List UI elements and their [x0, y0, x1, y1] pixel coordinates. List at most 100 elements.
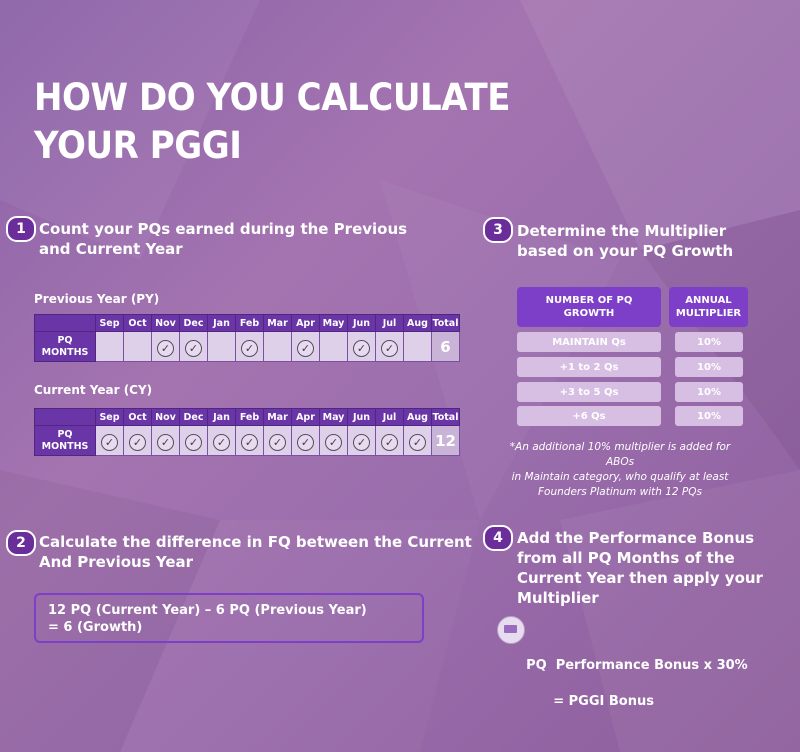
total-cell: 12	[431, 425, 460, 456]
step-4-line-4: Multiplier	[517, 589, 599, 607]
month-header-aug: Aug	[403, 314, 432, 332]
step-1-badge: 1	[6, 216, 36, 242]
step-4-line-1: Add the Performance Bonus	[517, 529, 755, 547]
month-cell-jan	[207, 331, 236, 362]
month-header-mar: Mar	[263, 408, 292, 426]
month-header-jul: Jul	[375, 314, 404, 332]
month-header-mar: Mar	[263, 314, 292, 332]
check-icon: ✓	[325, 433, 342, 451]
month-cell-aug	[403, 331, 432, 362]
growth-row-4: +6 Qs	[517, 406, 661, 426]
check-icon: ✓	[101, 433, 118, 451]
month-cell-aug: ✓	[403, 425, 432, 456]
pq-months-row-label: PQ MONTHS	[34, 331, 96, 362]
step-1-heading: Count your PQs earned during the Previou…	[39, 219, 407, 259]
multiplier-row-2: 10%	[675, 357, 743, 377]
month-cell-feb: ✓	[235, 331, 264, 362]
growth-header-line-1: NUMBER OF PQ	[545, 295, 633, 306]
month-header-dec: Dec	[179, 408, 208, 426]
total-cell: 6	[431, 331, 460, 362]
page-title: HOW DO YOU CALCULATE YOUR PGGI	[34, 74, 511, 170]
money-icon	[497, 616, 525, 644]
row-label-line-1: PQ	[57, 428, 73, 440]
month-header-nov: Nov	[151, 314, 180, 332]
month-cell-oct	[123, 331, 152, 362]
month-header-sep: Sep	[95, 408, 124, 426]
multiplier-footnote: *An additional 10% multiplier is added f…	[500, 440, 740, 500]
growth-formula-box: 12 PQ (Current Year) – 6 PQ (Previous Ye…	[34, 593, 424, 643]
row-label-line-2: MONTHS	[41, 440, 89, 452]
check-icon: ✓	[157, 433, 174, 451]
month-cell-jun: ✓	[347, 425, 376, 456]
step-1-line-2: and Current Year	[39, 240, 183, 258]
month-cell-may: ✓	[319, 425, 348, 456]
step-4-heading: Add the Performance Bonus from all PQ Mo…	[517, 528, 763, 608]
month-cell-mar: ✓	[263, 425, 292, 456]
bonus-formula-line-1: PQ Performance Bonus x 30%	[526, 658, 748, 673]
month-cell-feb: ✓	[235, 425, 264, 456]
check-icon: ✓	[157, 339, 174, 357]
row-label-line-1: PQ	[57, 334, 73, 346]
month-cell-mar	[263, 331, 292, 362]
month-header-dec: Dec	[179, 314, 208, 332]
footnote-line-2: in Maintain category, who qualify at lea…	[511, 471, 729, 483]
title-line-1: HOW DO YOU CALCULATE	[34, 76, 511, 119]
month-header-may: May	[319, 314, 348, 332]
growth-formula-line-1: 12 PQ (Current Year) – 6 PQ (Previous Ye…	[48, 603, 367, 618]
growth-column-header: NUMBER OF PQ GROWTH	[517, 287, 661, 327]
total-header: Total	[431, 408, 460, 426]
check-icon: ✓	[185, 339, 202, 357]
month-header-oct: Oct	[123, 314, 152, 332]
check-icon: ✓	[129, 433, 146, 451]
current-year-table: Sep Oct Nov Dec Jan Feb Mar Apr May Jun Jul Aug Tota…	[34, 408, 460, 456]
step-2-badge: 2	[6, 530, 36, 556]
month-header-jun: Jun	[347, 408, 376, 426]
check-icon: ✓	[409, 433, 426, 451]
multiplier-row-4: 10%	[675, 406, 743, 426]
check-icon: ✓	[213, 433, 230, 451]
month-cell-apr: ✓	[291, 425, 320, 456]
current-year-label: Current Year (CY)	[34, 383, 153, 397]
month-cell-sep: ✓	[95, 425, 124, 456]
growth-row-1: MAINTAIN Qs	[517, 332, 661, 352]
month-header-apr: Apr	[291, 408, 320, 426]
check-icon: ✓	[297, 339, 314, 357]
month-header-jan: Jan	[207, 408, 236, 426]
month-header-feb: Feb	[235, 408, 264, 426]
row-label-line-2: MONTHS	[41, 346, 89, 358]
total-header: Total	[431, 314, 460, 332]
month-cell-nov: ✓	[151, 425, 180, 456]
step-1-line-1: Count your PQs earned during the Previou…	[39, 220, 408, 238]
month-cell-nov: ✓	[151, 331, 180, 362]
month-cell-dec: ✓	[179, 331, 208, 362]
month-cell-dec: ✓	[179, 425, 208, 456]
table-corner	[34, 408, 96, 426]
multiplier-header-line-1: ANNUAL	[685, 295, 732, 306]
footnote-line-1: *An additional 10% multiplier is added f…	[509, 441, 731, 468]
step-4-line-2: from all PQ Months of the	[517, 549, 735, 567]
step-4-badge: 4	[483, 525, 513, 551]
month-cell-jan: ✓	[207, 425, 236, 456]
month-header-jan: Jan	[207, 314, 236, 332]
multiplier-column-header: ANNUAL MULTIPLIER	[669, 287, 748, 327]
step-2-heading: Calculate the difference in FQ between t…	[39, 532, 472, 572]
growth-row-3: +3 to 5 Qs	[517, 382, 661, 402]
month-header-nov: Nov	[151, 408, 180, 426]
check-icon: ✓	[381, 339, 398, 357]
step-3-heading: Determine the Multiplier based on your P…	[517, 221, 733, 261]
month-header-may: May	[319, 408, 348, 426]
month-cell-jul: ✓	[375, 331, 404, 362]
multiplier-row-3: 10%	[675, 382, 743, 402]
month-header-aug: Aug	[403, 408, 432, 426]
previous-year-table: Sep Oct Nov Dec Jan Feb Mar Apr May Jun Jul Aug Tota…	[34, 314, 460, 362]
check-icon: ✓	[297, 433, 314, 451]
month-cell-apr: ✓	[291, 331, 320, 362]
month-cell-jul: ✓	[375, 425, 404, 456]
check-icon: ✓	[241, 433, 258, 451]
month-header-jun: Jun	[347, 314, 376, 332]
month-header-sep: Sep	[95, 314, 124, 332]
month-header-oct: Oct	[123, 408, 152, 426]
month-header-apr: Apr	[291, 314, 320, 332]
multiplier-row-1: 10%	[675, 332, 743, 352]
step-2-line-1: Calculate the difference in FQ between t…	[39, 533, 472, 551]
